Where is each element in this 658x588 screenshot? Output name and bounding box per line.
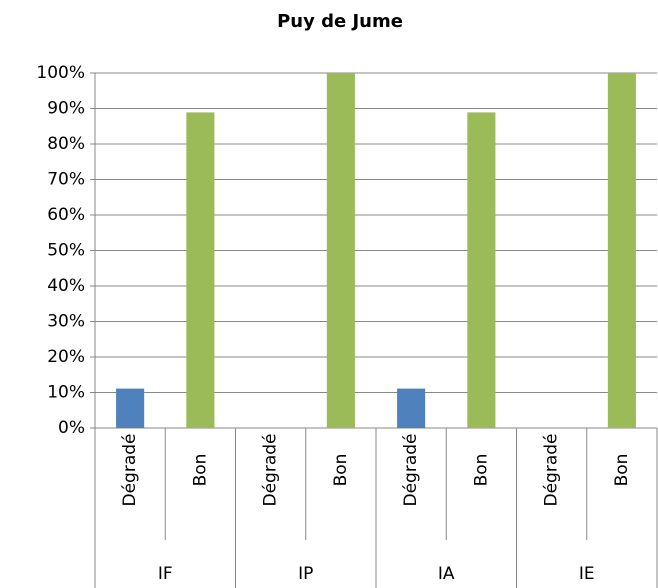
group-label: IF <box>158 564 173 584</box>
y-tick-label: 50% <box>47 241 85 261</box>
x-tick-label: Bon <box>471 454 491 487</box>
y-tick-label: 100% <box>36 63 85 83</box>
chart-title: Puy de Jume <box>277 11 403 32</box>
bar <box>397 388 426 428</box>
x-tick-label: Dégradé <box>120 434 140 507</box>
x-tick-label: Bon <box>190 454 210 487</box>
x-tick-label: Dégradé <box>542 434 562 507</box>
x-tick-label: Dégradé <box>401 434 421 507</box>
x-tick-label: Bon <box>612 454 632 487</box>
group-label: IA <box>438 564 455 584</box>
y-tick-label: 70% <box>47 170 85 190</box>
group-label: IE <box>579 564 595 584</box>
x-tick-label: Dégradé <box>261 434 281 507</box>
y-tick-label: 60% <box>47 205 85 225</box>
y-tick-label: 0% <box>58 418 85 438</box>
bar <box>116 388 145 428</box>
group-label: IP <box>298 564 313 584</box>
bar <box>607 73 636 428</box>
x-tick-label: Bon <box>331 454 351 487</box>
y-tick-label: 20% <box>47 347 85 367</box>
y-tick-label: 80% <box>47 134 85 154</box>
y-tick-label: 10% <box>47 383 85 403</box>
bar <box>186 112 215 428</box>
bar <box>326 73 355 428</box>
y-tick-label: 40% <box>47 276 85 296</box>
y-tick-label: 30% <box>47 312 85 332</box>
y-tick-label: 90% <box>47 99 85 119</box>
bar <box>467 112 496 428</box>
